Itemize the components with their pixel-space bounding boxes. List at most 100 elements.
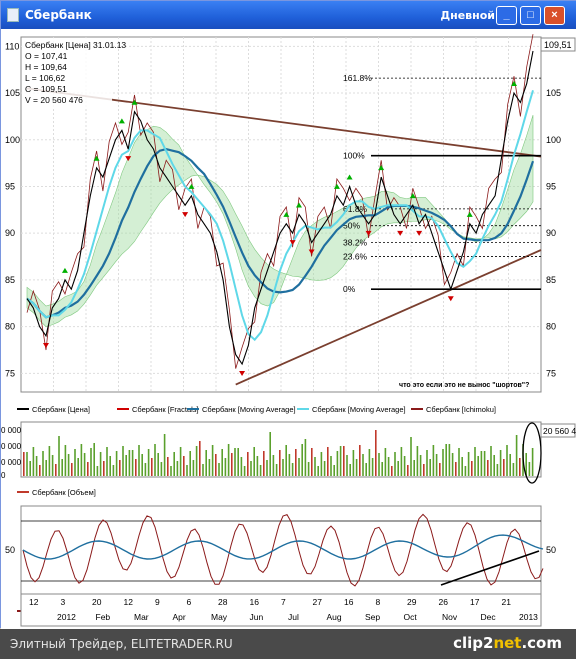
volume-bar xyxy=(368,449,371,476)
volume-bar xyxy=(387,457,390,476)
volume-bar xyxy=(493,455,495,476)
volume-bar xyxy=(202,464,204,476)
volume-bar xyxy=(51,455,54,476)
ichimoku-cloud xyxy=(26,115,534,327)
volume-bar xyxy=(403,456,406,476)
date-axis-day-label: 8 xyxy=(376,597,381,607)
volume-bar xyxy=(487,460,489,476)
volume-bar xyxy=(173,452,175,476)
fractal-up-marker xyxy=(346,174,353,180)
volume-bar xyxy=(199,441,201,476)
volume-bar xyxy=(480,451,483,476)
volume-bar xyxy=(445,444,447,476)
volume-bar xyxy=(29,461,31,476)
volume-bar xyxy=(250,461,252,476)
last-price-label: 109,51 xyxy=(544,40,572,50)
volume-bar xyxy=(426,450,428,476)
fractal-up-marker xyxy=(333,183,340,189)
volume-bar xyxy=(333,465,335,476)
title-bar[interactable]: Сбербанк Дневной _ □ × xyxy=(1,1,576,29)
oscillator-series xyxy=(21,513,544,587)
fractal-up-marker xyxy=(61,267,68,273)
volume-bar xyxy=(167,457,169,476)
fractal-up-marker xyxy=(378,165,385,171)
volume-bar xyxy=(359,445,361,476)
date-axis-month-label: May xyxy=(211,612,228,622)
date-axis-day-label: 16 xyxy=(250,597,260,607)
volume-bar xyxy=(35,456,38,476)
chart-annotation: что это если это не вынос "шортов"? xyxy=(399,382,529,389)
price-y-tick-left: 80 xyxy=(5,322,15,332)
volume-bar xyxy=(189,451,191,476)
volume-legend-item: Сбербанк [Объем] xyxy=(32,488,96,497)
date-axis-day-label: 28 xyxy=(218,597,228,607)
price-line xyxy=(26,50,534,366)
volume-bar xyxy=(314,457,316,476)
fractal-down-marker xyxy=(182,212,189,218)
volume-y-tick: 0 000 xyxy=(1,442,22,451)
price-y-tick-left: 75 xyxy=(5,368,15,378)
volume-bar xyxy=(352,450,355,476)
minimize-button[interactable]: _ xyxy=(496,6,517,25)
rsi-line xyxy=(22,534,544,560)
date-axis-day-label: 27 xyxy=(313,597,323,607)
volume-bar xyxy=(349,464,351,476)
date-axis-day-label: 26 xyxy=(439,597,449,607)
volume-bar xyxy=(343,446,345,476)
date-axis-day-label: 20 xyxy=(92,597,102,607)
volume-bar xyxy=(266,460,268,476)
info-high: H = 109,64 xyxy=(25,62,67,72)
volume-bar xyxy=(442,449,444,476)
volume-bar xyxy=(39,465,41,476)
price-y-tick-right: 105 xyxy=(546,88,561,98)
volume-bar xyxy=(509,454,511,476)
volume-bar xyxy=(317,466,319,476)
volume-bar xyxy=(464,466,467,476)
volume-bar xyxy=(45,460,47,476)
fractal-up-marker xyxy=(188,183,195,189)
volume-bar xyxy=(99,452,102,476)
chart-area: 75758080858590909595100100105105110110 1… xyxy=(1,29,576,629)
date-axis-day-label: 17 xyxy=(470,597,480,607)
volume-bar xyxy=(503,459,505,476)
volume-bar xyxy=(378,453,380,476)
date-axis-month-label: Dec xyxy=(481,612,497,622)
volume-bar xyxy=(67,454,70,476)
volume-bar xyxy=(64,445,67,476)
date-axis-day-label: 12 xyxy=(29,597,39,607)
volume-bar xyxy=(87,462,89,476)
osc-y-tick-left: 50 xyxy=(5,545,15,555)
chart-canvas: 75758080858590909595100100105105110110 1… xyxy=(1,34,576,627)
volume-bar xyxy=(147,449,150,476)
window-title: Сбербанк xyxy=(25,8,92,22)
volume-bar xyxy=(477,456,479,476)
price-y-tick-left: 105 xyxy=(5,88,20,98)
volume-last-label: 20 560 4 xyxy=(543,426,576,436)
ichimoku-cloud-area xyxy=(26,115,534,327)
date-axis-day-label: 21 xyxy=(502,597,512,607)
price-legend-item: Сбербанк [Moving Average] xyxy=(202,405,296,414)
price-y-tick-right: 85 xyxy=(546,275,556,285)
fib-level-label: 23.6% xyxy=(343,252,368,262)
volume-bar xyxy=(394,452,396,476)
fractal-up-marker xyxy=(466,211,473,217)
fib-level-label: 100% xyxy=(343,151,365,161)
volume-legend: Сбербанк [Объем] xyxy=(17,488,96,497)
info-volume: V = 20 560 476 xyxy=(25,95,83,105)
volume-bar xyxy=(474,447,476,476)
volume-bar xyxy=(138,445,140,476)
volume-bar xyxy=(515,435,518,476)
volume-bar xyxy=(496,464,499,476)
volume-bar xyxy=(90,448,92,476)
volume-bar xyxy=(416,446,419,476)
date-axis-day-label: 7 xyxy=(281,597,286,607)
date-axis-month-label: Jun xyxy=(250,612,264,622)
volume-bar xyxy=(208,459,211,476)
volume-bar xyxy=(83,453,86,476)
maximize-button[interactable]: □ xyxy=(520,6,541,25)
fractal-down-marker xyxy=(416,230,423,236)
close-button[interactable]: × xyxy=(544,6,565,25)
fractal-up-marker xyxy=(93,155,100,161)
volume-bar xyxy=(227,444,230,476)
